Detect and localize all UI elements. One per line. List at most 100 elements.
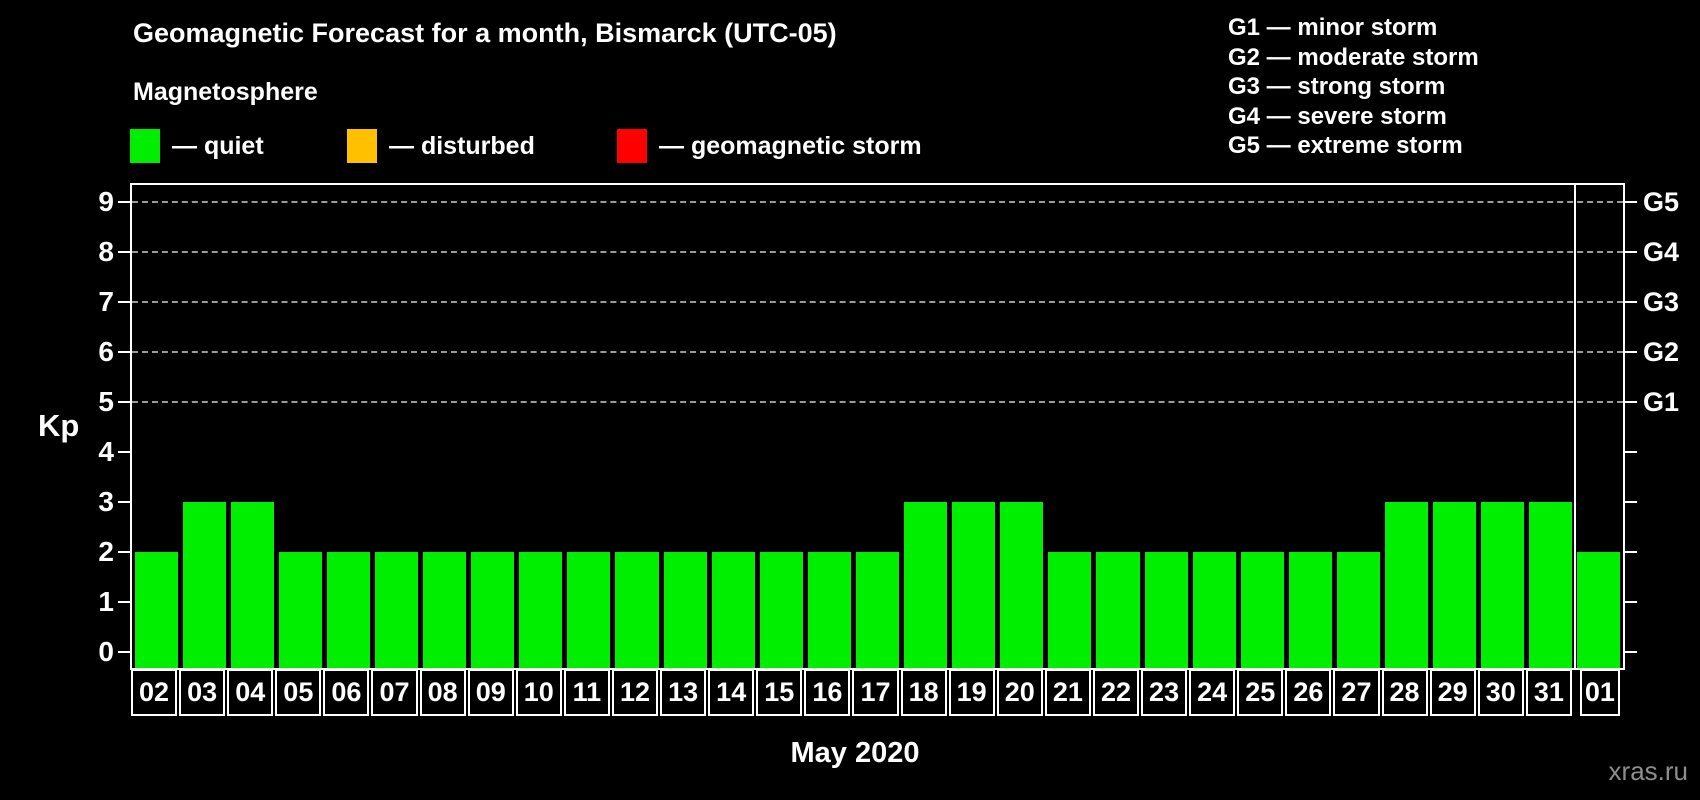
left-tick-4 <box>118 451 130 453</box>
bar-day-04 <box>230 502 274 668</box>
date-cell-07: 07 <box>371 669 418 716</box>
bar-day-21 <box>1048 552 1092 668</box>
date-cell-19: 19 <box>948 669 995 716</box>
date-cell-06: 06 <box>323 669 370 716</box>
g-legend-line-g1: G1 — minor storm <box>1228 14 1438 41</box>
date-cell-04: 04 <box>227 669 274 716</box>
left-tick-9 <box>118 201 130 203</box>
bar-day-13 <box>663 552 707 668</box>
date-cell-14: 14 <box>708 669 755 716</box>
magnetosphere-subtitle: Magnetosphere <box>133 78 318 106</box>
left-tick-2 <box>118 551 130 553</box>
gridline-kp-8 <box>132 251 1623 253</box>
right-tick-3 <box>1625 501 1637 503</box>
y-tick-label-5: 5 <box>98 386 114 417</box>
bar-day-30 <box>1481 502 1525 668</box>
bar-day-25 <box>1240 552 1284 668</box>
right-tick-5 <box>1625 401 1637 403</box>
y-tick-label-2: 2 <box>98 536 114 567</box>
bar-day-11 <box>567 552 611 668</box>
date-cell-17: 17 <box>852 669 899 716</box>
plot-inner <box>132 185 1623 668</box>
date-cell-26: 26 <box>1285 669 1332 716</box>
y-tick-label-9: 9 <box>98 186 114 217</box>
right-tick-7 <box>1625 301 1637 303</box>
date-cell-25: 25 <box>1237 669 1284 716</box>
g-legend-line-g4: G4 — severe storm <box>1228 102 1447 130</box>
y-tick-label-7: 7 <box>98 286 114 317</box>
bar-day-26 <box>1288 552 1332 668</box>
page-title: Geomagnetic Forecast for a month, Bismar… <box>133 18 837 48</box>
g-scale-legend: G1 — minor storm G2 — moderate storm G3 — … <box>1228 13 1479 161</box>
bar-day-17 <box>855 552 900 668</box>
date-cell-05: 05 <box>275 669 322 716</box>
date-cell-27: 27 <box>1333 669 1380 716</box>
date-cell-20: 20 <box>996 669 1043 716</box>
bar-day-18 <box>904 502 948 668</box>
y-tick-label-6: 6 <box>98 336 114 367</box>
legend-item-disturbed: — disturbed <box>347 128 535 164</box>
y-tick-label-8: 8 <box>98 236 114 267</box>
y-axis-label: Kp <box>38 408 80 443</box>
bar-day-28 <box>1385 502 1429 668</box>
bar-day-10 <box>519 552 563 668</box>
bar-day-27 <box>1336 552 1380 668</box>
bar-day-06 <box>326 552 370 668</box>
x-axis-label: May 2020 <box>790 737 920 769</box>
bar-day-14 <box>711 552 755 668</box>
bar-day-05 <box>278 552 322 668</box>
g-tick-label-g3: G3 <box>1643 287 1680 317</box>
right-tick-9 <box>1625 201 1637 203</box>
y-tick-label-4: 4 <box>98 436 114 467</box>
right-tick-8 <box>1625 251 1637 253</box>
left-tick-8 <box>118 251 130 253</box>
g-legend-line-g3: G3 — strong storm <box>1228 73 1446 100</box>
date-cell-02: 02 <box>131 669 178 716</box>
bar-day-09 <box>471 552 515 668</box>
g-tick-label-g5: G5 <box>1643 187 1680 217</box>
date-cell-16: 16 <box>804 669 851 716</box>
left-tick-6 <box>118 351 130 353</box>
bar-day-20 <box>1000 502 1044 668</box>
legend-label-disturbed: — disturbed <box>389 131 535 160</box>
date-cell-21: 21 <box>1044 669 1091 716</box>
right-tick-4 <box>1625 451 1637 453</box>
date-cell-10: 10 <box>515 669 562 716</box>
date-cell-12: 12 <box>611 669 659 716</box>
date-cell-08: 08 <box>419 669 466 716</box>
bar-day-19 <box>952 502 996 668</box>
g-tick-label-g1: G1 <box>1643 387 1680 417</box>
g-legend-line-g5: G5 — extreme storm <box>1228 132 1463 159</box>
storm-swatch <box>617 129 647 163</box>
legend-item-storm: — geomagnetic storm <box>617 128 922 164</box>
right-tick-0 <box>1625 651 1637 653</box>
bar-day-31 <box>1529 502 1573 668</box>
bar-day-08 <box>423 552 467 668</box>
left-tick-0 <box>118 651 130 653</box>
right-tick-2 <box>1625 551 1637 553</box>
bar-day-16 <box>807 552 851 668</box>
y-tick-label-0: 0 <box>98 636 114 667</box>
watermark: xras.ru <box>1608 756 1688 786</box>
bar-day-23 <box>1144 552 1188 668</box>
right-tick-1 <box>1625 601 1637 603</box>
date-cell-28: 28 <box>1381 669 1428 716</box>
date-cell-24: 24 <box>1189 669 1236 716</box>
date-cell-23: 23 <box>1141 669 1188 716</box>
left-tick-3 <box>118 501 130 503</box>
gridline-kp-5 <box>132 401 1623 403</box>
bar-day-01 <box>1577 552 1621 668</box>
bar-day-15 <box>759 552 803 668</box>
date-cell-30: 30 <box>1477 669 1524 716</box>
plot-area <box>130 183 1625 670</box>
right-tick-6 <box>1625 351 1637 353</box>
left-tick-5 <box>118 401 130 403</box>
y-tick-label-3: 3 <box>98 486 114 517</box>
bar-day-12 <box>615 552 659 668</box>
date-cell-29: 29 <box>1429 669 1476 716</box>
left-tick-7 <box>118 301 130 303</box>
g-legend-line-g2: G2 — moderate storm <box>1228 43 1479 71</box>
disturbed-swatch <box>347 129 377 163</box>
bar-day-29 <box>1433 502 1477 668</box>
